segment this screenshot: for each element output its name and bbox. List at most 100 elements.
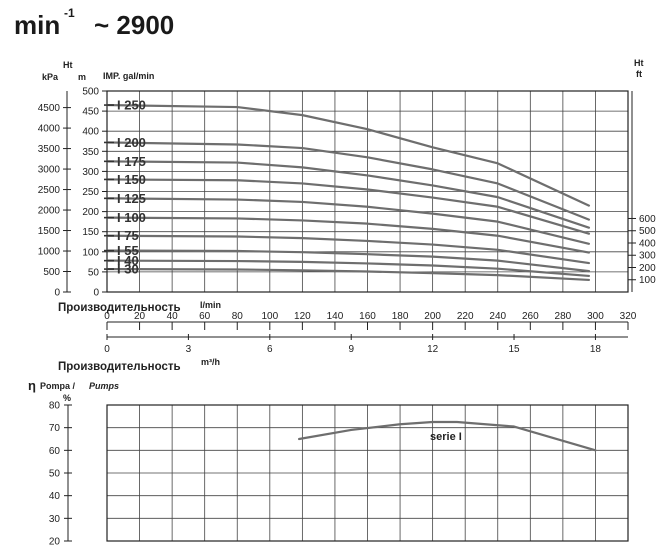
curve-label: I 100 xyxy=(117,210,146,225)
kpa-tick-label: 4000 xyxy=(38,124,61,135)
efficiency-symbol: η xyxy=(28,378,36,393)
flow-lmin-axis: 0 20 40 60 80 100 120 140 160 180 200 220 240 260 280 3… xyxy=(104,311,637,330)
m-tick-label: 250 xyxy=(82,187,99,198)
flow-m3h-unit: m³/h xyxy=(201,357,220,367)
curve-label: I 175 xyxy=(117,154,146,169)
m3h-tick-label: 6 xyxy=(267,344,273,355)
efficiency-chart-axes: 20 30 40 50 60 70 80 xyxy=(49,401,72,548)
head-curve xyxy=(105,197,591,245)
head-curve xyxy=(105,216,591,254)
m-tick-label: 100 xyxy=(82,247,99,258)
efficiency-curve xyxy=(298,420,597,452)
m3h-tick-label: 15 xyxy=(508,344,520,355)
kpa-tick-label: 1500 xyxy=(38,226,61,237)
kpa-tick-label: 2000 xyxy=(38,206,61,217)
curve-label: I 75 xyxy=(117,228,139,243)
speed-prefix: min xyxy=(14,10,60,40)
m3h-tick-label: 0 xyxy=(104,344,110,355)
head-curve xyxy=(105,259,591,278)
eff-tick-label: 50 xyxy=(49,469,61,480)
ht-unit-label: Ht xyxy=(63,60,73,70)
curve-label: I 40 xyxy=(117,253,139,268)
head-curve xyxy=(105,234,591,265)
efficiency-title-it: Pompa / xyxy=(40,381,76,391)
curve-label: I 125 xyxy=(117,191,146,206)
curve-label: I 30 xyxy=(117,262,139,277)
kpa-tick-label: 3000 xyxy=(38,165,61,176)
lmin-tick-label: 320 xyxy=(620,311,637,322)
curve-label: I 55 xyxy=(117,243,139,258)
efficiency-title-en: Pumps xyxy=(89,381,119,391)
m-tick-label: 400 xyxy=(82,127,99,138)
kpa-tick-label: 500 xyxy=(43,267,60,278)
m-tick-label: 450 xyxy=(82,107,99,118)
head-curve xyxy=(105,103,591,207)
kpa-tick-label: 2500 xyxy=(38,185,61,196)
kpa-unit-label: kPa xyxy=(42,72,59,82)
curve-label: I 250 xyxy=(117,98,146,113)
m-tick-label: 150 xyxy=(82,227,99,238)
head-chart-axes: 0 500 1000 1500 2000 2500 3000 3500 4000 4500 0 50 1… xyxy=(38,87,656,299)
speed-title: min -1 ~ 2900 xyxy=(14,6,174,40)
head-curves xyxy=(105,103,591,282)
ft-tick-label: 400 xyxy=(639,238,656,249)
head-curve xyxy=(105,160,591,229)
kpa-tick-label: 0 xyxy=(54,288,60,299)
lmin-tick-label: 300 xyxy=(587,311,604,322)
gpm-unit-label: IMP. gal/min xyxy=(103,71,154,81)
lmin-tick-label: 140 xyxy=(327,311,344,322)
lmin-tick-label: 120 xyxy=(294,311,311,322)
ft-tick-label: 100 xyxy=(639,275,656,286)
m-tick-label: 500 xyxy=(82,87,99,98)
lmin-tick-label: 40 xyxy=(167,311,179,322)
kpa-tick-label: 3500 xyxy=(38,144,61,155)
ft-unit-label: ft xyxy=(636,69,642,79)
kpa-tick-label: 4500 xyxy=(38,103,61,114)
curve-label: I 200 xyxy=(117,135,146,150)
ft-tick-label: 500 xyxy=(639,226,656,237)
eff-tick-label: 30 xyxy=(49,514,61,525)
curve-label: I 150 xyxy=(117,172,146,187)
lmin-tick-label: 280 xyxy=(555,311,572,322)
flow-m3h-title: Производительность xyxy=(58,361,181,373)
eff-tick-label: 20 xyxy=(49,537,61,548)
lmin-tick-label: 20 xyxy=(134,311,146,322)
m-tick-label: 50 xyxy=(88,267,100,278)
m-tick-label: 0 xyxy=(93,288,99,299)
head-curve xyxy=(105,249,591,273)
eff-chart-frame xyxy=(106,404,629,542)
head-curve xyxy=(105,178,591,235)
ft-tick-label: 600 xyxy=(639,214,656,225)
lmin-tick-label: 200 xyxy=(424,311,441,322)
lmin-tick-label: 0 xyxy=(104,311,110,322)
speed-value: ~ 2900 xyxy=(94,10,174,40)
eff-tick-label: 40 xyxy=(49,491,61,502)
lmin-tick-label: 180 xyxy=(392,311,409,322)
lmin-tick-label: 220 xyxy=(457,311,474,322)
eff-tick-label: 80 xyxy=(49,401,61,412)
flow-lmin-title: Производительность xyxy=(58,302,181,314)
head-curve xyxy=(105,267,591,282)
lmin-tick-label: 260 xyxy=(522,311,539,322)
lmin-tick-label: 100 xyxy=(261,311,278,322)
m3h-tick-label: 12 xyxy=(427,344,439,355)
m-tick-label: 300 xyxy=(82,167,99,178)
m-tick-label: 350 xyxy=(82,147,99,158)
speed-exponent: -1 xyxy=(64,6,75,20)
m3h-tick-label: 18 xyxy=(590,344,602,355)
eff-tick-label: 60 xyxy=(49,446,61,457)
m-unit-label: m xyxy=(78,72,86,82)
lmin-tick-label: 80 xyxy=(232,311,244,322)
ht-ft-unit-label: Ht xyxy=(634,58,644,68)
efficiency-curves xyxy=(298,420,597,452)
efficiency-chart-grid xyxy=(106,404,629,542)
eff-tick-label: 70 xyxy=(49,423,61,434)
series-label: serie I xyxy=(430,431,462,443)
kpa-tick-label: 1000 xyxy=(38,247,61,258)
flow-lmin-unit: l/min xyxy=(200,300,221,310)
flow-m3h-axis: 0 3 6 9 12 15 18 xyxy=(104,334,628,355)
lmin-tick-label: 240 xyxy=(489,311,506,322)
ft-tick-label: 200 xyxy=(639,263,656,274)
